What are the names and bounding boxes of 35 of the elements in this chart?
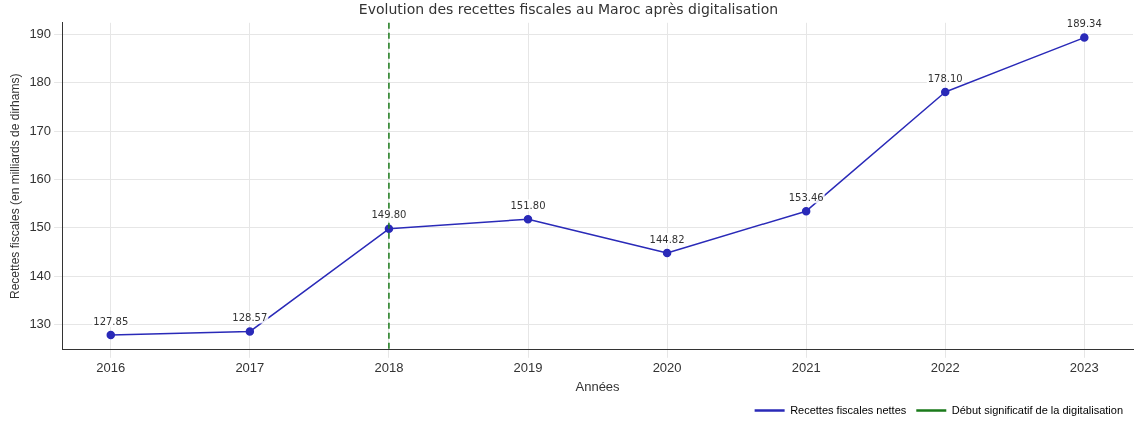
y-tick-label: 160 [29, 171, 52, 187]
y-axis-title: Recettes fiscales (en milliards de dirhams) [7, 73, 22, 300]
data-label: 153.46 [788, 191, 824, 203]
x-tick-label: 2017 [235, 360, 265, 376]
x-tick-label: 2018 [374, 360, 404, 376]
point [523, 214, 533, 224]
x-tick-label: 2022 [930, 360, 960, 376]
data-label: 127.85 [93, 315, 129, 327]
chart-title: Evolution des recettes fiscales au Maroc après digitalisation [358, 1, 779, 18]
point [106, 330, 116, 340]
legend-label: Début significatif de la digitalisation [951, 403, 1124, 416]
point [940, 87, 950, 97]
x-axis-title: Années [575, 378, 621, 394]
point [662, 248, 672, 258]
data-label: 151.80 [510, 199, 546, 211]
y-tick-label: 150 [29, 219, 52, 235]
x-tick-label: 2016 [96, 360, 126, 376]
y-tick-label: 140 [29, 267, 52, 283]
x-tick-label: 2023 [1069, 360, 1099, 376]
point [801, 206, 811, 216]
y-tick-label: 190 [29, 25, 52, 41]
legend-label: Recettes fiscales nettes [790, 403, 907, 416]
y-tick-label: 130 [29, 316, 52, 332]
data-label: 144.82 [649, 233, 685, 245]
x-tick-label: 2020 [652, 360, 682, 376]
data-label: 189.34 [1066, 18, 1102, 30]
data-label: 149.80 [371, 209, 407, 221]
data-label: 128.57 [232, 312, 268, 324]
point [1080, 33, 1089, 42]
data-label: 178.10 [927, 72, 963, 84]
x-tick-label: 2021 [791, 360, 821, 376]
y-tick-label: 170 [29, 122, 52, 138]
y-tick-label: 180 [29, 74, 52, 90]
x-tick-label: 2019 [513, 360, 543, 376]
point [245, 327, 255, 336]
